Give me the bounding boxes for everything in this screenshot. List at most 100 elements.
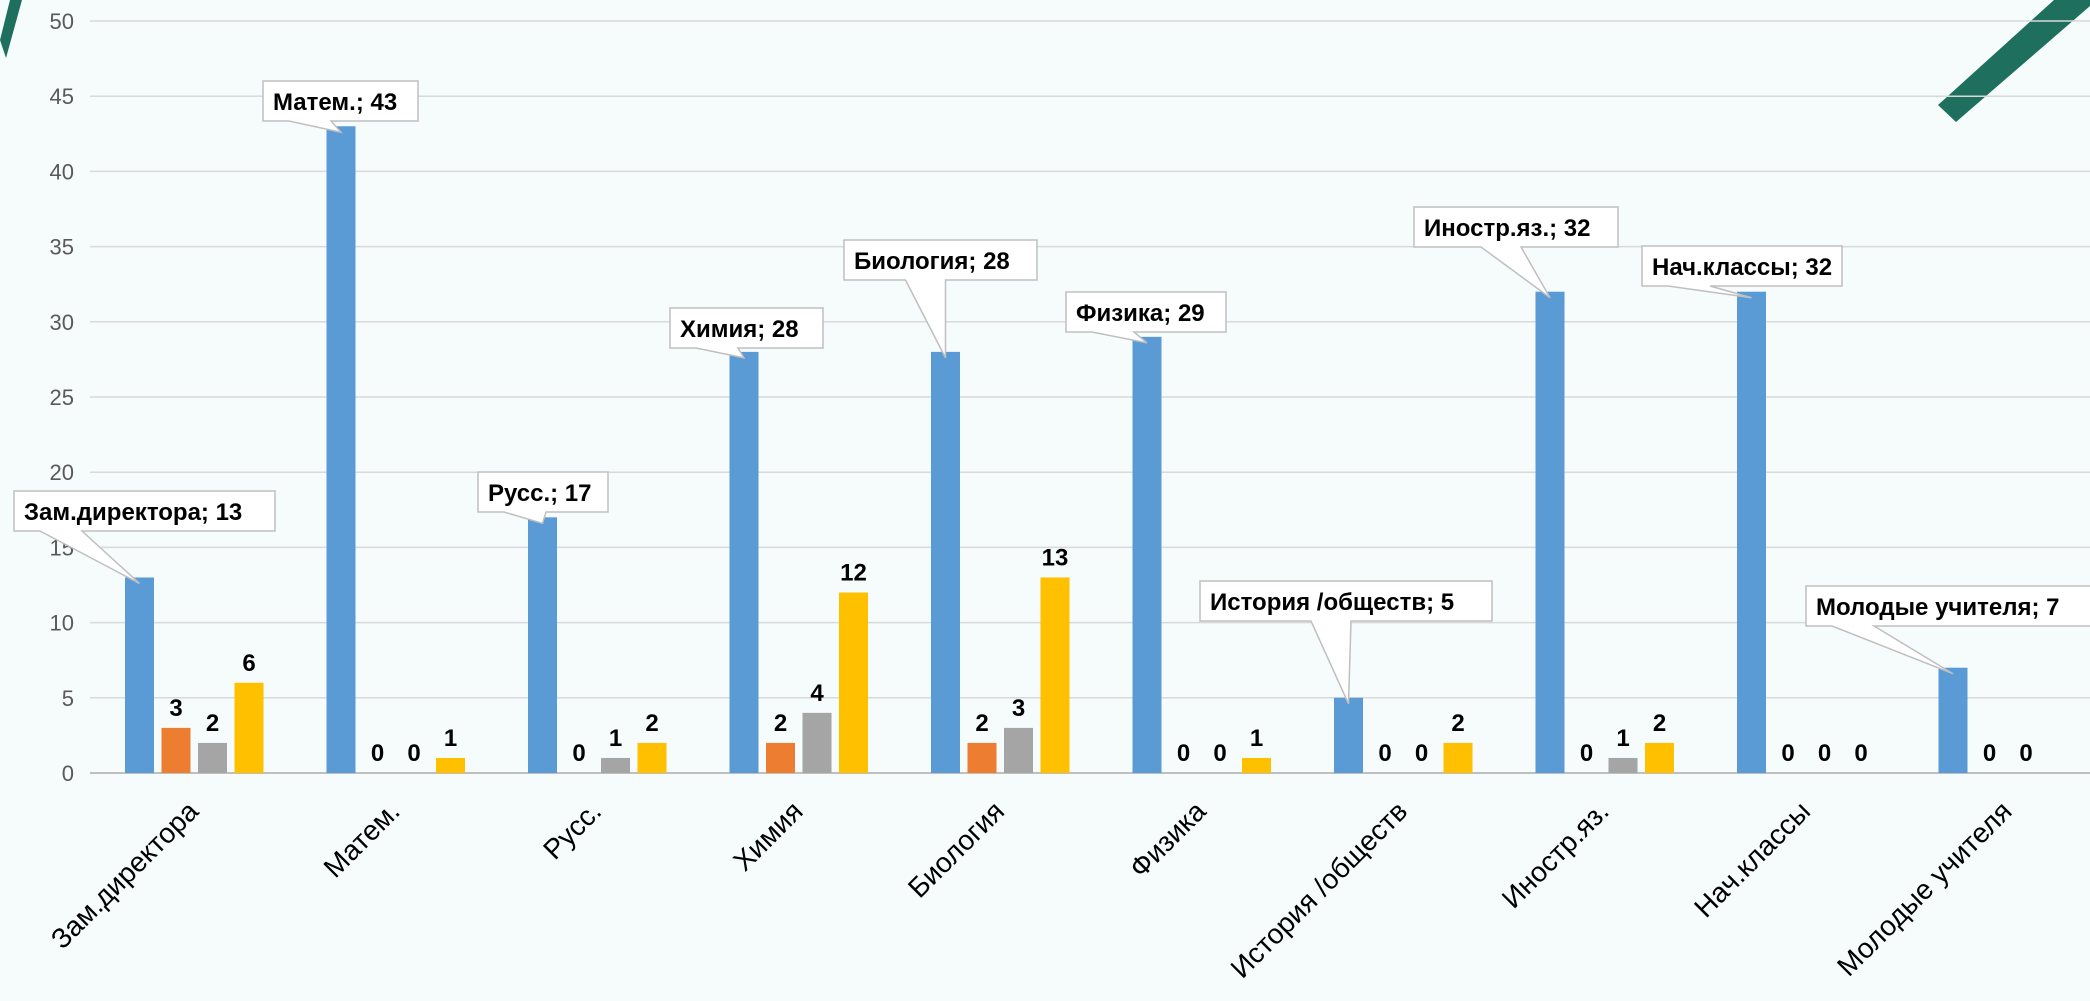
callout-labels: Зам.директора; 13 Матем.; 43 Русс.; 17 Хими…	[13, 80, 2090, 705]
y-tick-label: 25	[50, 385, 74, 410]
data-label: 0	[1818, 740, 1831, 767]
callout: Матем.; 43	[262, 80, 419, 134]
bar	[1737, 291, 1766, 773]
callout-label: Матем.; 43	[273, 89, 397, 116]
callout: Биология; 28	[843, 239, 1038, 359]
data-label: 0	[1781, 740, 1794, 767]
x-category-label: Химия	[727, 795, 809, 877]
bar	[326, 126, 356, 773]
bar	[1334, 697, 1363, 773]
callout-box	[1413, 206, 1619, 299]
data-label: 1	[444, 725, 457, 752]
data-label: 4	[810, 680, 824, 707]
callout-box	[1065, 291, 1227, 344]
callout: Иностр.яз.; 32	[1413, 206, 1619, 299]
x-category-label: Иностр.яз.	[1496, 795, 1615, 914]
bar	[601, 757, 630, 773]
callout: Химия; 28	[669, 307, 824, 359]
callout-box	[13, 490, 276, 585]
bar	[1132, 336, 1162, 773]
chart-gridlines	[90, 20, 2090, 774]
bar	[967, 742, 997, 773]
bar	[234, 682, 264, 773]
decor-stripe-right	[1938, 0, 2090, 122]
callout: Русс.; 17	[477, 471, 609, 525]
data-label: 0	[1580, 740, 1593, 767]
bar	[1040, 577, 1070, 773]
data-label: 0	[1378, 740, 1391, 767]
callout-box	[1805, 585, 2090, 675]
callout: История /обществ; 5	[1199, 580, 1493, 705]
data-label: 0	[371, 740, 384, 767]
bar	[729, 351, 759, 773]
data-label: 1	[1616, 725, 1629, 752]
bar	[637, 742, 667, 773]
data-label: 0	[2019, 740, 2032, 767]
callout-label: Иностр.яз.; 32	[1424, 215, 1590, 242]
bar	[1608, 757, 1638, 773]
data-label: 6	[242, 650, 255, 677]
callout-label: Биология; 28	[854, 248, 1010, 275]
callout-label: История /обществ; 5	[1210, 589, 1454, 616]
bar	[1645, 742, 1674, 773]
data-label: 0	[1415, 740, 1428, 767]
data-label: 2	[206, 710, 219, 737]
data-label: 13	[1042, 544, 1069, 571]
bar	[1443, 742, 1473, 773]
data-label: 0	[1854, 740, 1867, 767]
chart-bars	[125, 126, 1968, 773]
bar	[1938, 667, 1968, 773]
x-category-label: История /обществ	[1225, 795, 1414, 984]
x-category-label: Физика	[1123, 795, 1212, 884]
callout-label: Русс.; 17	[488, 480, 591, 507]
x-category-label: Молодые учителя	[1831, 795, 2018, 982]
y-tick-label: 0	[62, 761, 74, 786]
bar	[1004, 727, 1033, 773]
decorative-stripes	[0, 0, 2090, 122]
x-category-label: Нач.классы	[1688, 795, 1816, 923]
y-tick-label: 30	[50, 310, 74, 335]
data-label: 2	[1451, 710, 1464, 737]
callout: Нач.классы; 32	[1641, 245, 1843, 299]
bar	[1242, 757, 1271, 773]
callout-label: Химия; 28	[680, 316, 799, 343]
decor-stripe-left	[0, 0, 22, 58]
callout: Физика; 29	[1065, 291, 1227, 344]
y-tick-label: 35	[50, 235, 74, 260]
callout: Молодые учителя; 7	[1805, 585, 2090, 675]
data-label: 12	[840, 560, 867, 587]
y-tick-label: 40	[50, 159, 74, 184]
callout-label: Нач.классы; 32	[1652, 254, 1832, 281]
data-label: 3	[169, 695, 182, 722]
data-label: 0	[1983, 740, 1996, 767]
bar	[1535, 291, 1565, 773]
x-category-label: Биология	[902, 795, 1010, 903]
x-axis-labels: Зам.директора Матем. Русс. Химия Биология Физ…	[45, 795, 2018, 984]
callout-box	[262, 80, 419, 134]
data-label: 2	[1653, 710, 1666, 737]
bar	[931, 351, 960, 773]
data-label: 0	[407, 740, 420, 767]
bar	[839, 592, 868, 773]
bar	[528, 517, 557, 773]
callout-box	[843, 239, 1038, 359]
callout-box	[1199, 580, 1493, 705]
data-label: 2	[774, 710, 787, 737]
x-category-label: Матем.	[318, 795, 406, 883]
bar	[436, 757, 465, 773]
data-label: 1	[1250, 725, 1263, 752]
data-label: 1	[609, 725, 622, 752]
data-label: 2	[645, 710, 658, 737]
y-tick-label: 5	[62, 686, 74, 711]
x-category-label: Зам.директора	[45, 795, 205, 955]
callout-box	[669, 307, 824, 359]
y-tick-label: 50	[50, 9, 74, 34]
data-label: 2	[975, 710, 988, 737]
bar	[161, 727, 191, 773]
data-label: 0	[1213, 740, 1226, 767]
callout-box	[1641, 245, 1843, 299]
y-tick-label: 20	[50, 460, 74, 485]
